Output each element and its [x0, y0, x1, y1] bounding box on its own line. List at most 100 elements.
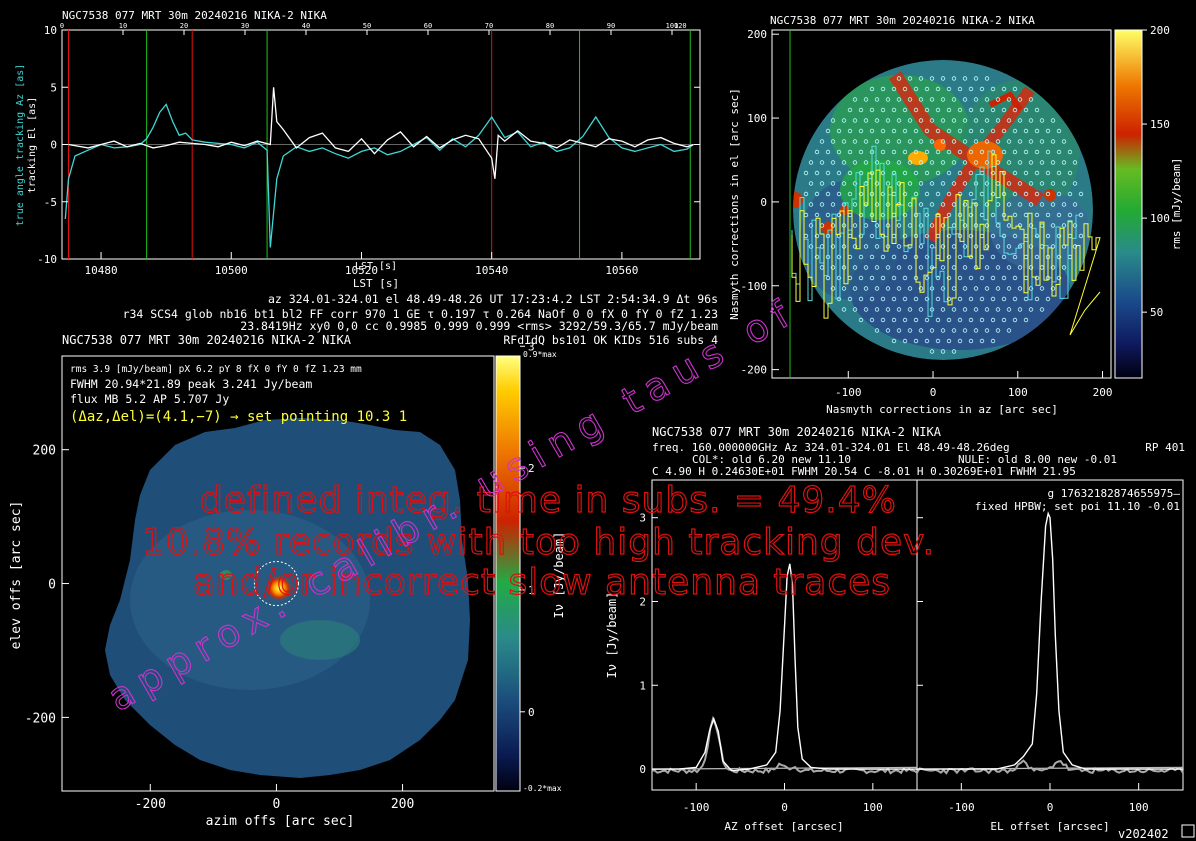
rms-sample-point	[951, 307, 957, 312]
rms-sample-point	[962, 160, 968, 165]
overlay-tracking-dev: 10.8% records with too high tracking dev…	[142, 522, 935, 563]
rms-sample-point	[990, 107, 996, 113]
scan-profiles-panel: NGC7538 077 MRT 30m 20240216 NIKA-2 NIKA…	[605, 425, 1195, 841]
rms-sample-point	[1012, 86, 1018, 92]
flux-cb-top: 0.9*max	[523, 350, 557, 359]
rms-sample-point	[957, 149, 963, 155]
el-scan-residual	[916, 759, 1184, 775]
rms-sample-point	[874, 160, 880, 165]
scans-ylabel: Iν [Jy/beam]	[605, 592, 619, 679]
flux-ytick-label: -200	[25, 711, 56, 726]
rms-sample-point	[891, 296, 897, 302]
flux-title: NGC7538 077 MRT 30m 20240216 NIKA-2 NIKA	[62, 333, 352, 347]
rms-sample-point	[891, 275, 897, 281]
rms-sample-point	[852, 97, 858, 102]
flux-xtick-label: 200	[391, 797, 414, 812]
rms-xtick-label: 200	[1093, 386, 1113, 399]
rms-sample-point	[825, 128, 831, 134]
rms-sample-point	[935, 170, 941, 176]
rms-sample-point	[924, 254, 930, 260]
rms-sample-point	[918, 118, 924, 123]
rms-sample-point	[929, 76, 935, 81]
flux-flux-line: flux MB 5.2 AP 5.707 Jy	[70, 392, 229, 406]
rms-xtick-label: -100	[835, 386, 862, 399]
rms-sample-point	[858, 128, 864, 134]
rms-sample-point	[852, 223, 858, 228]
scans-line3: C 4.90 H 0.24630E+01 FWHM 20.54 C -8.01 …	[652, 465, 1076, 478]
rms-sample-point	[830, 160, 836, 165]
rms-sample-point	[918, 160, 924, 165]
rms-sample-point	[929, 160, 935, 165]
rms-sample-point	[973, 307, 979, 312]
rms-sample-point	[1034, 275, 1040, 281]
rms-sample-point	[1006, 160, 1012, 165]
rms-sample-point	[1017, 97, 1023, 102]
rms-sample-point	[896, 286, 902, 291]
rms-sample-point	[990, 338, 996, 344]
rms-sample-point	[1078, 191, 1084, 197]
rms-sample-point	[990, 149, 996, 155]
rms-sample-point	[891, 170, 897, 176]
rms-sample-point	[940, 265, 946, 270]
rms-ytick-label: 100	[747, 112, 767, 125]
rms-sample-point	[968, 107, 974, 113]
rms-sample-point	[852, 202, 858, 207]
rms-sample-point	[885, 160, 891, 165]
rms-ytick-label: 0	[760, 196, 767, 209]
rms-sample-point	[1067, 191, 1073, 197]
rms-sample-point	[869, 254, 875, 260]
rms-sample-point	[995, 118, 1001, 123]
rms-sample-point	[913, 149, 919, 155]
rms-sample-point	[1045, 212, 1051, 218]
info-line-1: az 324.01-324.01 el 48.49-48.26 UT 17:23…	[268, 292, 718, 306]
rms-sample-point	[902, 212, 908, 218]
rms-sample-point	[836, 254, 842, 260]
rms-sample-point	[1034, 191, 1040, 197]
rms-sample-point	[825, 275, 831, 281]
rms-sample-point	[929, 349, 935, 354]
tracking-top-tick-label: 50	[363, 22, 371, 30]
scan-ytick-label: 3	[639, 512, 646, 525]
rms-sample-point	[968, 212, 974, 218]
rms-sample-point	[1006, 97, 1012, 102]
rms-sample-point	[891, 86, 897, 92]
rms-sample-point	[819, 181, 825, 186]
rms-sample-point	[995, 328, 1001, 333]
rms-sample-point	[935, 338, 941, 344]
rms-sample-point	[962, 328, 968, 333]
rms-sample-point	[858, 191, 864, 197]
az-scan-line	[652, 563, 917, 772]
rms-sample-point	[1056, 149, 1062, 155]
rms-sample-point	[1006, 139, 1012, 144]
rms-sample-point	[803, 170, 809, 176]
rms-sample-point	[836, 275, 842, 281]
scans-line2-right: NULE: old 8.00 new -0.01	[958, 453, 1117, 466]
rms-sample-point	[880, 317, 886, 323]
rms-sample-point	[863, 97, 869, 102]
rms-sample-point	[830, 244, 836, 249]
rms-sample-point	[825, 149, 831, 155]
rms-sample-point	[869, 275, 875, 281]
rms-sample-point	[1050, 244, 1056, 249]
scan-xtick-label: 0	[781, 801, 788, 814]
rms-sample-point	[979, 128, 985, 134]
rms-sample-point	[880, 128, 886, 134]
rms-sample-point	[896, 223, 902, 228]
flux-colorbar-label: Iν [Jy/beam]	[552, 532, 566, 619]
rms-sample-point	[1001, 107, 1007, 113]
rms-sample-point	[1028, 202, 1034, 207]
tracking-ytick-label: -10	[37, 253, 57, 266]
rms-sample-point	[907, 118, 913, 123]
rms-sample-point	[1034, 149, 1040, 155]
rms-sample-point	[830, 118, 836, 123]
rms-sample-point	[913, 296, 919, 302]
rms-sample-point	[874, 244, 880, 249]
rms-sample-point	[819, 160, 825, 165]
scans-title: NGC7538 077 MRT 30m 20240216 NIKA-2 NIKA	[652, 425, 942, 439]
rms-sample-point	[1028, 181, 1034, 186]
rms-sample-point	[808, 181, 814, 186]
rms-sample-point	[973, 76, 979, 81]
rms-sample-point	[935, 107, 941, 113]
rms-sample-point	[896, 139, 902, 144]
rms-sample-point	[836, 149, 842, 155]
